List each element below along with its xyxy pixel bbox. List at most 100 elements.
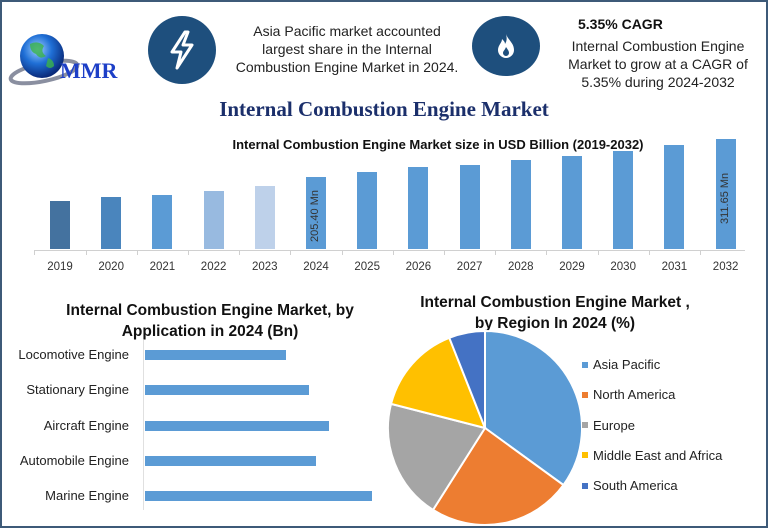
application-label: Automobile Engine [19, 452, 129, 468]
x-tick-label: 2025 [354, 261, 380, 273]
bar-2029 [561, 155, 583, 250]
tick-mark [341, 250, 343, 255]
bar-2024 [305, 176, 327, 250]
bar-2022 [202, 190, 225, 250]
legend-swatch [582, 422, 588, 429]
x-axis [35, 250, 745, 251]
legend-label: Europe [593, 417, 635, 433]
x-tick-label: 2024 [303, 261, 329, 273]
tick-mark [700, 250, 701, 255]
tick-mark [444, 250, 445, 255]
x-tick-label: 2028 [508, 261, 534, 273]
legend-item: Asia Pacific [582, 357, 660, 372]
tick-mark [648, 250, 650, 255]
mmr-logo: MMR [8, 28, 136, 92]
x-tick-label: 2026 [405, 261, 432, 273]
pie-slice-north-america [431, 426, 565, 525]
globe-icon: MMR [8, 34, 119, 86]
tick-mark [188, 250, 189, 255]
x-tick-label: 2027 [456, 261, 483, 273]
pie-slice-europe [387, 402, 487, 512]
application-label: Aircraft Engine [43, 417, 129, 433]
tick-mark [392, 250, 394, 255]
region-title-line2: by Region In 2024 (%) [474, 315, 636, 332]
y-axis [143, 340, 144, 510]
x-tick-label: 2021 [149, 261, 176, 273]
bar-2020 [100, 196, 123, 250]
application-label: Locomotive Engine [18, 347, 129, 362]
bar-chart-title: Internal Combustion Engine Market size i… [232, 137, 644, 152]
market-size-bar-chart: 2019 2020 2021 2022 2023 2024 2025 2026 2027 2028… [34, 138, 745, 273]
pie-slice-asia-pacific [484, 329, 583, 487]
bar-2030 [612, 150, 635, 250]
x-tick-label: 2022 [200, 261, 227, 273]
application-bar [144, 454, 317, 467]
application-bar [144, 349, 287, 361]
insight2-line2: Market to grow at a CAGR of [568, 56, 748, 72]
x-tick-label: 2020 [98, 261, 124, 273]
tick-mark [34, 250, 36, 255]
insight-cagr: Internal Combustion Engine Market to gro… [556, 37, 760, 91]
insight1-line3: Combustion Engine Market in 2024. [235, 59, 459, 75]
legend-item: South America [582, 478, 678, 493]
legend-label: South America [593, 478, 678, 494]
bar-2021 [151, 194, 174, 250]
tick-mark [290, 250, 292, 255]
page-title: Internal Combustion Engine Market [219, 97, 549, 121]
lightning-bolt-icon [148, 16, 216, 84]
bar-2023 [253, 185, 276, 250]
tick-mark [495, 250, 497, 255]
application-chart-title: Internal Combustion Engine Market, by Ap… [40, 300, 380, 342]
legend-label: Asia Pacific [593, 357, 661, 372]
insight2-line3: 5.35% during 2024-2032 [581, 74, 735, 90]
x-tick-label: 2030 [610, 261, 636, 273]
x-tick-label: 2032 [712, 261, 739, 273]
bar-2026 [407, 166, 430, 250]
pie-slice-south-america [447, 329, 486, 429]
pie-slice-middle-east-and-africa [389, 336, 487, 430]
tick-mark [546, 250, 548, 255]
legend-item: North America [582, 387, 675, 402]
tick-mark [85, 250, 87, 255]
bar-2032 [714, 138, 737, 250]
insight2-line1: Internal Combustion Engine [571, 38, 745, 54]
bar-2031 [663, 144, 686, 250]
bar-2025 [356, 171, 379, 250]
insight1-line1: Asia Pacific market accounted [253, 23, 441, 39]
bar-2027 [458, 164, 481, 250]
legend-swatch [582, 361, 588, 368]
legend-swatch [582, 482, 588, 489]
region-pie-chart [387, 329, 583, 525]
insight-asia-pacific: Asia Pacific market accounted largest sh… [222, 22, 472, 76]
application-bar [144, 419, 330, 432]
bar-2028 [509, 159, 532, 250]
x-tick-label: 2019 [47, 261, 73, 273]
application-label: Marine Engine [45, 488, 129, 504]
tick-mark [597, 250, 599, 255]
insight1-line2: largest share in the Internal [262, 41, 432, 57]
application-title-line2: Application in 2024 (Bn) [121, 323, 299, 340]
bar-value-label-2024: 205.40 Mn [309, 190, 321, 242]
legend-swatch [582, 452, 588, 459]
application-label: Stationary Engine [26, 382, 129, 398]
region-chart-title: Internal Combustion Engine Market , by R… [400, 292, 710, 334]
legend-label: North America [593, 387, 676, 403]
legend-swatch [582, 391, 588, 398]
legend-item: Middle East and Africa [582, 448, 722, 463]
x-tick-label: 2029 [559, 261, 585, 273]
flame-icon [472, 16, 540, 76]
bar-2019 [49, 200, 71, 250]
tick-mark [239, 250, 241, 255]
application-bar [144, 384, 310, 397]
legend-item: Europe [582, 418, 635, 433]
x-tick-label: 2023 [252, 261, 278, 273]
region-title-line1: Internal Combustion Engine Market , [420, 294, 690, 311]
application-bar [144, 490, 373, 503]
cagr-title: 5.35% CAGR [578, 16, 663, 32]
application-title-line1: Internal Combustion Engine Market, by [66, 302, 354, 319]
svg-text:MMR: MMR [60, 58, 119, 83]
legend-label: Middle East and Africa [593, 447, 723, 463]
bar-value-label-2032: 311.65 Mn [718, 172, 731, 224]
x-tick-label: 2031 [661, 261, 688, 273]
